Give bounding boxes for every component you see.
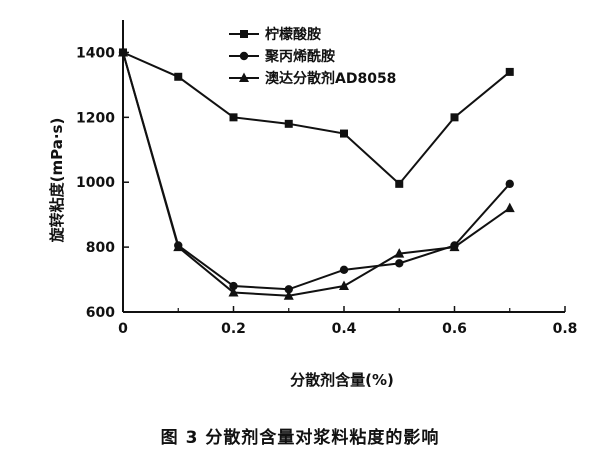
- legend-label: 聚丙烯酰胺: [264, 48, 335, 65]
- y-tick-label: 800: [86, 240, 115, 256]
- y-tick-label: 1000: [76, 175, 115, 191]
- series-triangle: [118, 46, 515, 300]
- data-point: [229, 113, 238, 122]
- data-point: [339, 280, 349, 291]
- x-tick-label: 0: [118, 321, 128, 337]
- data-point: [395, 259, 404, 268]
- x-tick-label: 0.4: [332, 321, 357, 337]
- data-point: [394, 248, 405, 258]
- legend-marker: [239, 72, 249, 82]
- series-line: [122, 52, 511, 297]
- data-point: [340, 129, 348, 138]
- data-point: [449, 241, 460, 252]
- legend-label: 澳达分散剂AD8058: [265, 70, 396, 87]
- data-point: [504, 202, 515, 213]
- x-axis-label: 分散剂含量(%): [290, 371, 394, 389]
- data-point: [505, 179, 514, 189]
- data-point: [174, 72, 183, 81]
- series-group: [118, 46, 515, 300]
- data-point: [450, 113, 459, 122]
- ticks: 0 0.2 0.4 0.6 0.8 600 800 1000 1200 1400: [76, 45, 577, 337]
- y-tick-label: 1400: [76, 45, 115, 61]
- figure-caption: 图 3 分散剂含量对浆料粘度的影响: [160, 428, 440, 448]
- legend-marker: [240, 30, 248, 38]
- y-tick-label: 600: [86, 305, 115, 321]
- data-point: [339, 265, 349, 275]
- data-point: [228, 287, 239, 297]
- data-point: [283, 290, 294, 300]
- x-tick-label: 0.8: [553, 321, 578, 337]
- data-point: [118, 46, 128, 57]
- data-point: [395, 179, 404, 188]
- series-line: [122, 52, 511, 291]
- legend-marker: [239, 51, 249, 61]
- data-point: [173, 241, 184, 252]
- y-tick-label: 1200: [76, 110, 115, 126]
- x-tick-label: 0.6: [442, 321, 467, 337]
- legend-label: 柠檬酸胺: [265, 26, 321, 43]
- viscosity-chart: 0 0.2 0.4 0.6 0.8 600 800 1000 1200 1400 柠檬酸胺聚丙烯酰…: [48, 20, 577, 389]
- data-point: [284, 119, 293, 128]
- series-square: [119, 48, 514, 188]
- data-point: [505, 67, 514, 76]
- data-point: [229, 281, 238, 291]
- series-line: [122, 51, 511, 186]
- x-tick-label: 0.2: [221, 321, 246, 337]
- data-point: [284, 285, 293, 294]
- y-axis-label: 旋转粘度(mPa·s): [48, 118, 66, 244]
